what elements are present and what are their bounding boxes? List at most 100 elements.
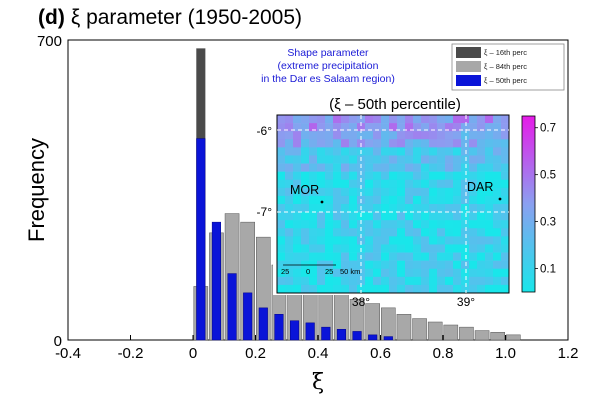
map-cell — [277, 268, 286, 278]
map-cell — [373, 195, 382, 205]
map-cell — [301, 220, 310, 229]
map-cell — [277, 212, 286, 221]
map-cell — [309, 139, 318, 148]
map-cell — [365, 187, 374, 197]
map-cell — [397, 204, 406, 213]
map-cell — [277, 155, 286, 164]
map-cell — [341, 147, 350, 156]
map-cell — [485, 171, 494, 181]
map-cell — [333, 236, 342, 245]
map-cell — [461, 187, 470, 197]
map-cell — [349, 147, 358, 156]
map-cell — [373, 187, 382, 197]
map-cell — [341, 171, 350, 181]
bar-84th — [490, 332, 505, 341]
colorbar-tick-label: 0.3 — [540, 217, 556, 229]
map-cell — [301, 204, 310, 213]
map-cell — [293, 155, 302, 164]
map-cell — [309, 131, 318, 140]
map-cell — [429, 284, 438, 294]
map-cell — [309, 204, 318, 213]
map-cell — [421, 276, 430, 286]
map-cell — [501, 284, 510, 294]
map-cell — [293, 115, 302, 124]
map-cell — [365, 139, 374, 148]
map-cell — [485, 236, 494, 245]
map-cell — [333, 171, 342, 181]
map-cell — [325, 195, 334, 205]
map-cell — [285, 244, 294, 253]
annotation-line-2: (extreme precipitation — [278, 60, 379, 72]
map-cell — [277, 115, 286, 124]
map-cell — [429, 204, 438, 213]
map-cell — [493, 115, 502, 124]
y-tick-label: 700 — [37, 33, 62, 50]
map-cell — [405, 268, 414, 278]
map-cell — [333, 228, 342, 237]
map-cell — [453, 155, 462, 164]
map-cell — [349, 228, 358, 237]
map-cell — [381, 115, 390, 124]
map-cell — [405, 155, 414, 164]
map-cell — [349, 115, 358, 124]
map-cell — [277, 123, 286, 132]
map-cell — [341, 284, 350, 294]
map-cell — [365, 195, 374, 205]
map-cell — [317, 212, 326, 221]
map-cell — [453, 179, 462, 189]
map-cell — [477, 163, 486, 172]
map-cell — [317, 147, 326, 156]
map-cell — [485, 204, 494, 213]
legend: ξ – 16th perc ξ – 84th perc ξ – 50th per… — [451, 43, 565, 91]
map-cell — [277, 195, 286, 205]
map-cell — [477, 115, 486, 124]
map-cell — [293, 131, 302, 140]
map-cell — [469, 220, 478, 229]
map-cell — [309, 163, 318, 172]
map-cell — [309, 195, 318, 205]
map-cell — [437, 139, 446, 148]
map-cell — [461, 123, 470, 132]
x-axis-ticks: -0.4 -0.2 0 0.2 0.4 0.6 0.8 1.0 1.2 — [55, 335, 578, 362]
map-cell — [461, 276, 470, 286]
map-cell — [301, 252, 310, 261]
map-cell — [421, 228, 430, 237]
place-marker-dar — [498, 197, 502, 201]
map-cell — [413, 228, 422, 237]
map-cell — [365, 244, 374, 253]
map-cell — [501, 179, 510, 189]
map-cell — [397, 139, 406, 148]
map-cell — [413, 115, 422, 124]
map-cell — [301, 228, 310, 237]
map-cell — [397, 268, 406, 278]
map-cell — [341, 115, 350, 124]
x-tick-label: 0.2 — [245, 345, 266, 362]
map-cell — [485, 276, 494, 286]
map-cell — [493, 171, 502, 181]
map-cell — [453, 220, 462, 229]
map-cell — [349, 139, 358, 148]
map-cell — [485, 147, 494, 156]
map-cell — [469, 236, 478, 245]
map-cell — [397, 236, 406, 245]
lat-tick-6: -6° — [257, 124, 273, 138]
map-cell — [437, 212, 446, 221]
x-tick-label: 0.6 — [370, 345, 391, 362]
map-cell — [317, 187, 326, 197]
map-cell — [445, 236, 454, 245]
map-cell — [469, 147, 478, 156]
map-cell — [445, 212, 454, 221]
map-cell — [445, 155, 454, 164]
map-cell — [293, 171, 302, 181]
map-cell — [389, 236, 398, 245]
map-cell — [349, 260, 358, 270]
map-cell — [453, 204, 462, 213]
map-cell — [501, 236, 510, 245]
map-cell — [301, 244, 310, 253]
map-cell — [381, 268, 390, 278]
map-cell — [453, 276, 462, 286]
title-text: ξ parameter (1950-2005) — [71, 6, 302, 29]
map-cell — [437, 252, 446, 261]
map-cell — [381, 220, 390, 229]
map-cell — [397, 131, 406, 140]
